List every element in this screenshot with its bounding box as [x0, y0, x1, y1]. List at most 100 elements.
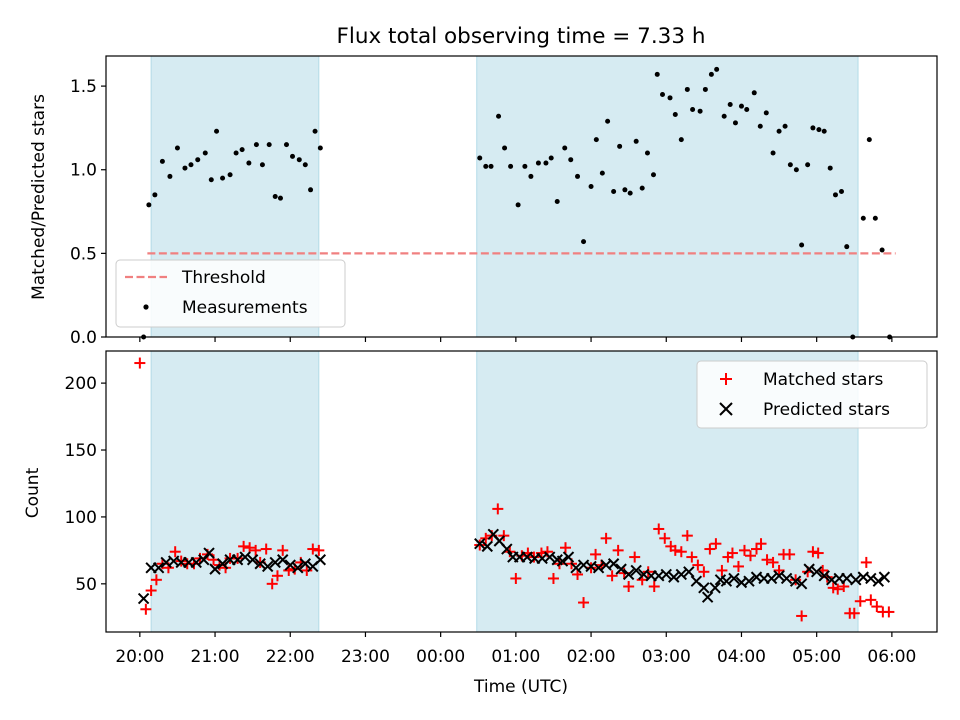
marker-stroke [841, 572, 853, 585]
legend-measurements-label: Measurements [182, 298, 308, 318]
y-tick-label: 150 [65, 441, 97, 461]
measurement-point [488, 163, 494, 169]
measurement-point [799, 242, 805, 248]
marker-stroke [474, 537, 486, 550]
matched-star-point [612, 544, 624, 556]
predicted-star-point [277, 554, 289, 566]
marker-stroke [660, 568, 672, 581]
measurement-point [622, 187, 628, 193]
predicted-star-point [810, 566, 823, 578]
legend-threshold-label: Threshold [181, 268, 266, 288]
matched-star-point [767, 556, 779, 568]
marker-stroke [160, 556, 172, 569]
marker-stroke [314, 554, 327, 566]
predicted-star-point [720, 575, 733, 587]
top-plot-frame [105, 55, 938, 338]
matched-star-point [266, 578, 278, 590]
measurement-point [483, 163, 489, 169]
measurement-point [744, 107, 750, 113]
marker-stroke [292, 562, 304, 574]
bottom-legend: Matched stars Predicted stars [696, 360, 928, 429]
bottom-x-axis: 20:00 21:00 22:00 23:00 00:00 01:00 02:00 03:00… [115, 632, 916, 667]
marker-stroke [709, 582, 721, 594]
predicted-star-point [269, 556, 281, 569]
predicted-star-point [254, 558, 266, 570]
measurement-point [253, 142, 259, 148]
measurement-point [650, 172, 656, 178]
top-y-axis-label: Matched/Predicted stars [29, 94, 49, 300]
bottom-legend-box [696, 360, 928, 429]
marker-stroke [653, 570, 665, 582]
marker-stroke [698, 582, 710, 594]
y-tick-label: 1.5 [70, 77, 97, 97]
matched-star-point [698, 566, 710, 578]
measurement-point [239, 147, 245, 153]
marker-stroke [562, 551, 575, 563]
matched-star-point [492, 503, 504, 515]
measurement-point [672, 112, 678, 118]
marker-stroke [536, 552, 548, 565]
measurement-point [866, 137, 872, 143]
matched-star-point [277, 544, 289, 556]
predicted-star-point [795, 578, 808, 590]
predicted-star-point [789, 575, 802, 587]
marker-stroke [615, 563, 627, 575]
matched-star-point [704, 543, 716, 555]
measurement-point [159, 158, 165, 164]
matched-star-point [738, 544, 750, 556]
predicted-star-point [698, 582, 710, 594]
measurement-point [770, 150, 776, 156]
measurement-point [266, 142, 272, 148]
marker-stroke [284, 559, 296, 571]
measurement-point [548, 155, 554, 161]
matched-star-point [606, 570, 618, 582]
measurement-point [568, 157, 574, 163]
marker-stroke [701, 591, 714, 603]
measurement-point [702, 86, 708, 92]
top-x-ticks [139, 337, 893, 342]
marker-stroke [592, 562, 605, 574]
measurement-point [233, 150, 239, 156]
measurement-point [782, 123, 788, 129]
marker-stroke [743, 575, 755, 587]
top-legend-box [115, 259, 346, 328]
marker-stroke [543, 551, 556, 563]
matched-star-point [860, 556, 872, 568]
legend-predicted-label: Predicted stars [763, 400, 890, 420]
predicted-star-point [231, 554, 244, 566]
matched-star-point [271, 570, 283, 582]
measurement-point [283, 142, 289, 148]
marker-stroke [720, 575, 733, 587]
measurement-point [146, 202, 152, 208]
matched-star-point [145, 585, 157, 597]
measurement-point [697, 108, 703, 114]
measurement-point [832, 192, 838, 198]
x-tick-label: 22:00 [266, 647, 315, 667]
measurement-point [732, 120, 738, 126]
legend-matched-label: Matched stars [763, 370, 883, 390]
marker-stroke [795, 578, 808, 590]
marker-stroke [622, 568, 635, 581]
x-tick-label: 20:00 [115, 647, 164, 667]
measurement-point [246, 160, 252, 166]
matched-star-point [250, 544, 262, 556]
marker-stroke [690, 575, 703, 587]
x-tick-label: 01:00 [491, 647, 540, 667]
predicted-star-point [607, 558, 620, 570]
marker-stroke [299, 558, 311, 570]
top-panel: 0.0 0.5 1.0 1.5 Matched/Predicted stars Thr… [29, 55, 938, 348]
predicted-star-point [622, 568, 635, 581]
x-tick-label: 05:00 [792, 647, 841, 667]
measurement-point [182, 165, 188, 171]
marker-stroke [728, 572, 740, 585]
predicted-star-point [841, 572, 853, 585]
observing-shade-layer [150, 55, 859, 338]
marker-stroke [190, 556, 202, 569]
predicted-star-point [216, 558, 229, 570]
matched-star-point [681, 530, 693, 542]
predicted-star-point [239, 551, 251, 563]
measurement-point [763, 110, 769, 116]
marker-stroke [780, 572, 793, 585]
matched-star-point [773, 564, 785, 576]
predicted-star-point [198, 554, 210, 566]
